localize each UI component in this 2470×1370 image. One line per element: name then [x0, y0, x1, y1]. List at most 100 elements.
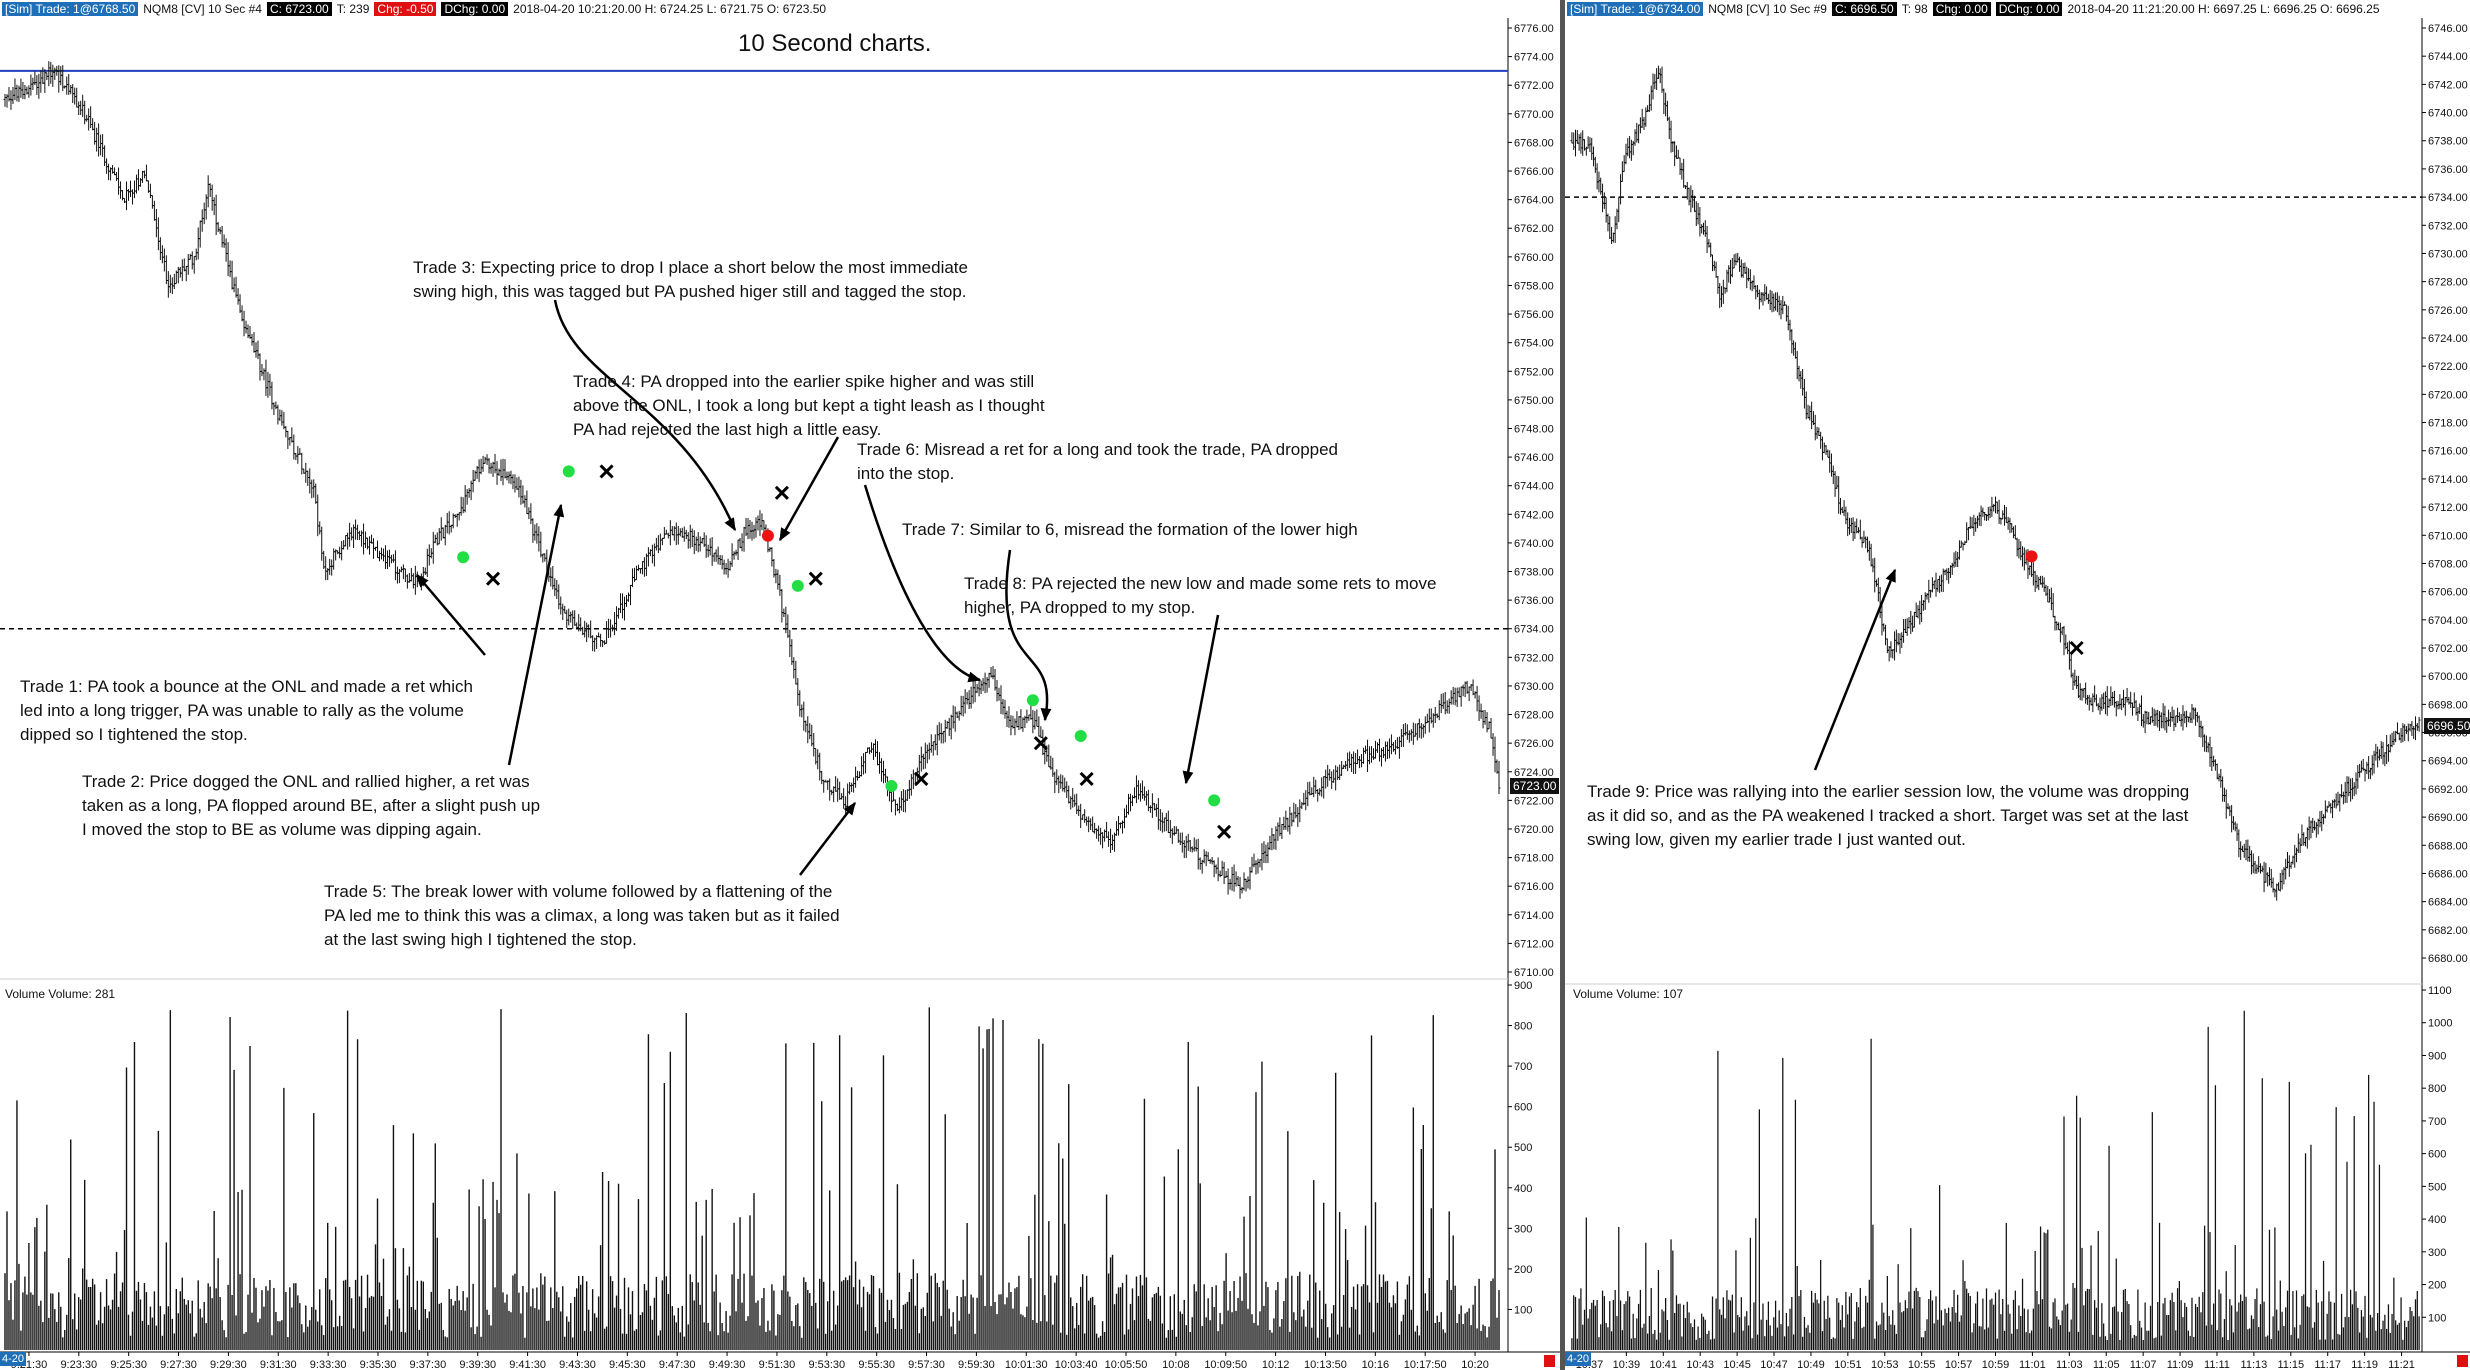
long-entry-marker	[562, 465, 575, 478]
time-tick-label: 9:35:30	[360, 1359, 397, 1370]
long-entry-marker	[1208, 794, 1221, 807]
volume-tick-label: 300	[1514, 1223, 1532, 1235]
right-price-volume-chart[interactable]: 6680.00 6682.00 6684.00 6686.00 6688.00 6690.…	[1565, 0, 2470, 1370]
time-tick-label: 10:20	[1461, 1359, 1489, 1370]
price-tick-label: 6728.00	[2428, 277, 2468, 289]
price-tick-label: 6754.00	[1514, 338, 1554, 350]
price-tick-label: 6726.00	[2428, 305, 2468, 317]
time-tick-label: 10:13:50	[1304, 1359, 1347, 1370]
volume-tick-label: 400	[1514, 1183, 1532, 1195]
right-chart-header: [Sim] Trade: 1@6734.00 NQM8 [CV] 10 Sec …	[1565, 0, 2380, 18]
volume-tick-label: 700	[1514, 1061, 1532, 1073]
price-tick-label: 6736.00	[1514, 595, 1554, 607]
left-close-label: C: 6723.00	[266, 2, 332, 16]
price-tick-label: 6722.00	[2428, 361, 2468, 373]
exit-marker	[1033, 736, 1048, 751]
price-tick-label: 6686.00	[2428, 868, 2468, 880]
time-tick-label: 9:27:30	[160, 1359, 197, 1370]
right-ticks-label: T: 98	[1901, 2, 1928, 16]
price-tick-label: 6694.00	[2428, 756, 2468, 768]
time-tick-label: 9:47:30	[659, 1359, 696, 1370]
time-tick-label: 10:03:40	[1055, 1359, 1098, 1370]
arrow-trade-6-head	[967, 671, 982, 683]
price-tick-label: 6732.00	[1514, 652, 1554, 664]
left-instrument-label: NQM8 [CV] 10 Sec #4	[143, 2, 262, 16]
price-tick-label: 6766.00	[1514, 166, 1554, 178]
price-tick-label: 6730.00	[1514, 681, 1554, 693]
price-tick-label: 6714.00	[2428, 474, 2468, 486]
arrow-trade-5-head	[843, 801, 856, 816]
price-tick-label: 6710.00	[1514, 967, 1554, 979]
long-entry-marker	[1026, 694, 1039, 707]
left-details-label: 2018-04-20 10:21:20.00 H: 6724.25 L: 672…	[513, 2, 827, 16]
arrow-trade-4	[778, 436, 840, 541]
price-tick-label: 6706.00	[2428, 587, 2468, 599]
ohlc-bars	[1570, 65, 2421, 901]
price-tick-label: 6736.00	[2428, 164, 2468, 176]
time-tick-label: 9:53:30	[808, 1359, 845, 1370]
time-tick-label: 9:41:30	[509, 1359, 546, 1370]
left-ticks-label: T: 239	[336, 2, 370, 16]
exit-marker	[808, 571, 823, 586]
price-tick-label: 6700.00	[2428, 671, 2468, 683]
left-date-badge: 4-20	[0, 1352, 27, 1366]
arrow-trade-5	[799, 802, 856, 876]
price-tick-label: 6712.00	[1514, 938, 1554, 950]
right-chart-panel: [Sim] Trade: 1@6734.00 NQM8 [CV] 10 Sec …	[1565, 0, 2470, 1370]
price-tick-label: 6680.00	[2428, 953, 2468, 965]
time-tick-label: 10:01:30	[1005, 1359, 1048, 1370]
price-tick-label: 6738.00	[1514, 567, 1554, 579]
time-tick-label: 9:21:30	[11, 1359, 48, 1370]
time-tick-label: 9:37:30	[410, 1359, 447, 1370]
arrow-trade-1-head	[416, 574, 429, 588]
price-tick-label: 6750.00	[1514, 395, 1554, 407]
price-tick-label: 6724.00	[1514, 767, 1554, 779]
annotation-trade-1: Trade 1: PA took a bounce at the ONL and…	[20, 677, 473, 744]
chart-title: 10 Second charts.	[738, 30, 932, 57]
time-tick-label: 9:29:30	[210, 1359, 247, 1370]
time-tick-label: 9:59:30	[958, 1359, 995, 1370]
price-tick-label: 6732.00	[2428, 220, 2468, 232]
time-tick-label: 9:33:30	[310, 1359, 347, 1370]
time-tick-label: 10:12	[1262, 1359, 1290, 1370]
price-tick-label: 6746.00	[1514, 452, 1554, 464]
left-chart-panel: [Sim] Trade: 1@6768.50 NQM8 [CV] 10 Sec …	[0, 0, 1560, 1370]
time-tick-label: 9:45:30	[609, 1359, 646, 1370]
volume-tick-label: 200	[1514, 1264, 1532, 1276]
price-tick-label: 6726.00	[1514, 738, 1554, 750]
arrow-trade-3	[553, 299, 737, 531]
time-tick-label: 9:39:30	[459, 1359, 496, 1370]
left-dchange-label: DChg: 0.00	[441, 2, 509, 16]
price-tick-label: 6724.00	[2428, 333, 2468, 345]
panel-divider[interactable]	[1560, 0, 1565, 1370]
price-tick-label: 6708.00	[2428, 558, 2468, 570]
left-price-volume-chart[interactable]: 6710.00 6712.00 6714.00 6716.00 6718.00 6720.…	[0, 0, 1560, 1370]
left-change-label: Chg: -0.50	[374, 2, 437, 16]
volume-bars	[4, 1007, 1500, 1350]
time-tick-label: 10:08	[1162, 1359, 1190, 1370]
price-tick-label: 6716.00	[1514, 881, 1554, 893]
price-tick-label: 6742.00	[2428, 79, 2468, 91]
time-tick-label: 10:17:50	[1404, 1359, 1447, 1370]
price-tick-label: 6720.00	[2428, 389, 2468, 401]
long-entry-marker	[457, 551, 470, 564]
price-tick-label: 6768.00	[1514, 137, 1554, 149]
price-tick-label: 6704.00	[2428, 615, 2468, 627]
price-tick-label: 6760.00	[1514, 252, 1554, 264]
price-tick-label: 6764.00	[1514, 195, 1554, 207]
right-close-label: C: 6696.50	[1831, 2, 1897, 16]
exit-marker	[914, 771, 929, 786]
price-tick-label: 6756.00	[1514, 309, 1554, 321]
annotation-trade-5: Trade 5: The break lower with volume fol…	[324, 882, 840, 949]
price-tick-label: 6774.00	[1514, 52, 1554, 64]
exit-marker	[599, 464, 614, 479]
price-tick-label: 6730.00	[2428, 248, 2468, 260]
arrow-trade-2-head	[553, 503, 565, 518]
price-tick-label: 6742.00	[1514, 509, 1554, 521]
price-tick-label: 6710.00	[2428, 530, 2468, 542]
time-tick-label: 9:31:30	[260, 1359, 297, 1370]
price-tick-label: 6744.00	[1514, 481, 1554, 493]
price-tick-label: 6720.00	[1514, 824, 1554, 836]
left-volume-label: Volume Volume: 281	[5, 987, 116, 1001]
right-account-label: [Sim] Trade: 1@6734.00	[1567, 2, 1704, 16]
